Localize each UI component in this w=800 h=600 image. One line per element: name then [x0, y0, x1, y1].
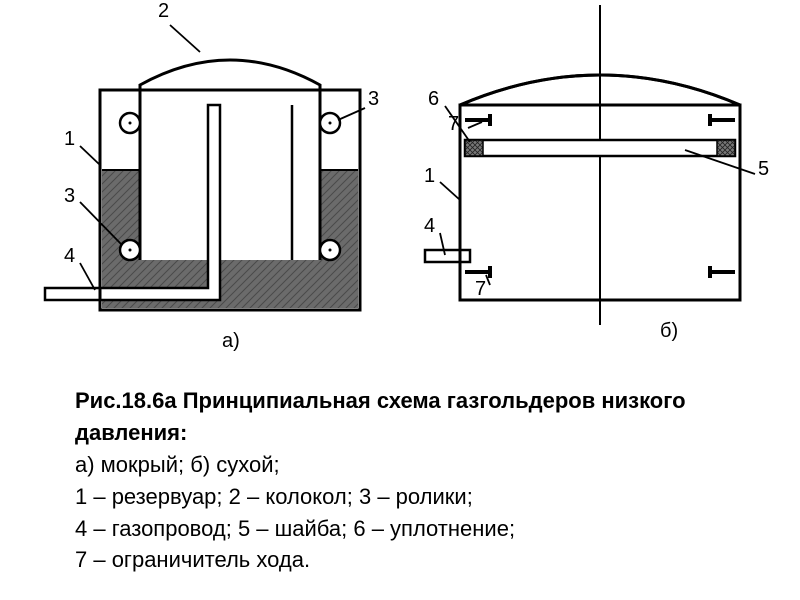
caption-line4: 7 – ограничитель хода.	[75, 547, 310, 572]
figure-b	[425, 5, 755, 325]
figure-a	[45, 25, 365, 310]
label-a: а)	[222, 330, 240, 353]
callout-1b: 1	[424, 165, 435, 188]
callout-7a: 7	[448, 113, 459, 136]
callout-4b: 4	[424, 215, 435, 238]
label-b: б)	[660, 320, 678, 343]
caption-prefix: Рис.18.6а	[75, 388, 183, 413]
figure-canvas: 1 2 3 3 4 а) 6 7 1 4 7 5 б) Рис.18.6а Пр…	[0, 0, 800, 600]
figure-caption: Рис.18.6а Принципиальная схема газгольде…	[75, 385, 725, 576]
gas-pipe	[425, 250, 470, 262]
callout-1a: 1	[64, 128, 75, 151]
callout-line	[80, 263, 95, 290]
caption-line3: 4 – газопровод; 5 – шайба; 6 – уплотнени…	[75, 516, 515, 541]
caption-line1: а) мокрый; б) сухой;	[75, 452, 280, 477]
seal	[717, 140, 735, 156]
callout-5: 5	[758, 158, 769, 181]
callout-4a: 4	[64, 245, 75, 268]
callout-line	[80, 146, 100, 165]
callout-line	[440, 182, 460, 200]
callout-2: 2	[158, 0, 169, 23]
seal	[465, 140, 483, 156]
caption-line2: 1 – резервуар; 2 – колокол; 3 – ролики;	[75, 484, 473, 509]
callout-3b: 3	[64, 185, 75, 208]
schematic-svg	[0, 0, 800, 380]
callout-3a: 3	[368, 88, 379, 111]
callout-6: 6	[428, 88, 439, 111]
callout-7b: 7	[475, 278, 486, 301]
callout-line	[170, 25, 200, 52]
